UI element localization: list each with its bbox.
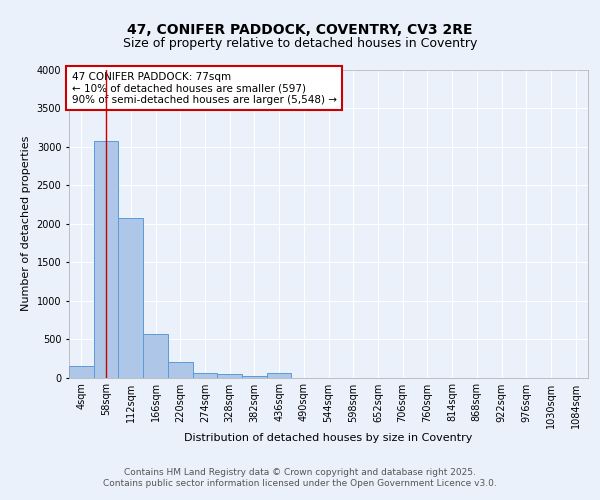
Bar [193,372,217,378]
Bar [69,366,94,378]
Bar [267,373,292,378]
Text: Size of property relative to detached houses in Coventry: Size of property relative to detached ho… [123,38,477,51]
Bar [118,218,143,378]
Y-axis label: Number of detached properties: Number of detached properties [21,136,31,312]
Bar [217,374,242,378]
Bar [94,140,118,378]
Text: 47, CONIFER PADDOCK, COVENTRY, CV3 2RE: 47, CONIFER PADDOCK, COVENTRY, CV3 2RE [127,22,473,36]
Bar [143,334,168,378]
Bar [168,362,193,378]
X-axis label: Distribution of detached houses by size in Coventry: Distribution of detached houses by size … [184,433,473,443]
Text: 47 CONIFER PADDOCK: 77sqm
← 10% of detached houses are smaller (597)
90% of semi: 47 CONIFER PADDOCK: 77sqm ← 10% of detac… [71,72,337,104]
Text: Contains HM Land Registry data © Crown copyright and database right 2025.
Contai: Contains HM Land Registry data © Crown c… [103,468,497,487]
Bar [242,376,267,378]
